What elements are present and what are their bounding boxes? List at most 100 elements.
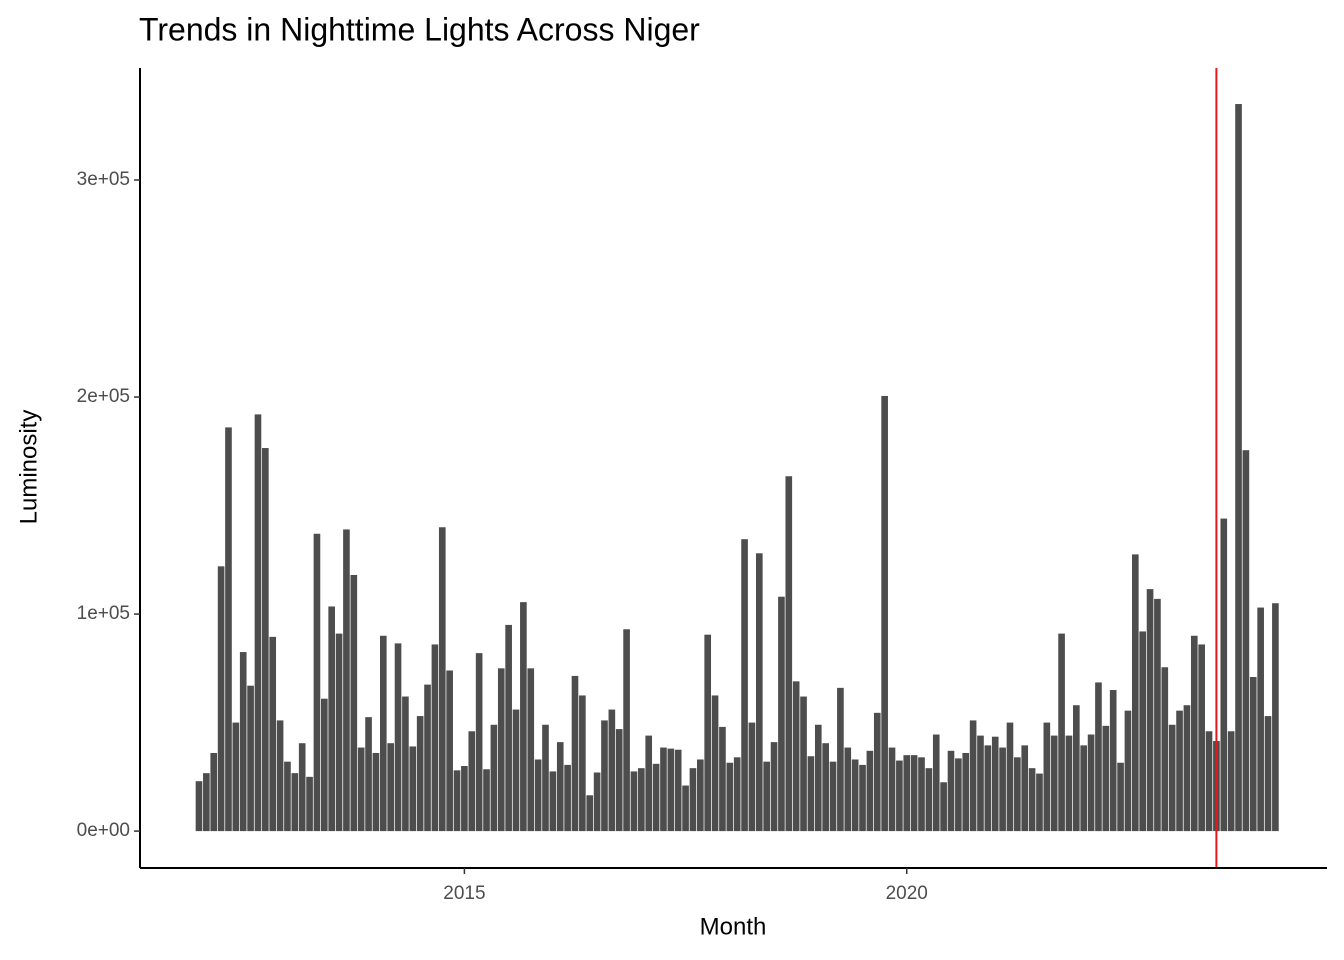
bar <box>1073 705 1080 832</box>
bar <box>630 771 638 832</box>
bar <box>320 698 328 832</box>
bar <box>689 768 697 832</box>
bar <box>453 770 461 832</box>
bar <box>372 752 380 832</box>
bar <box>726 762 734 832</box>
bar <box>999 747 1006 832</box>
bar <box>247 685 254 832</box>
bar <box>579 695 586 832</box>
bar <box>623 629 630 832</box>
bar <box>918 757 925 832</box>
bar <box>468 731 476 832</box>
bar <box>674 749 682 832</box>
bar <box>932 734 940 832</box>
bar <box>431 644 439 832</box>
bar <box>527 668 535 832</box>
bar <box>770 742 778 832</box>
bar <box>763 761 770 832</box>
bar <box>225 427 232 832</box>
bar <box>1058 633 1065 832</box>
bar <box>1235 104 1242 832</box>
bar <box>438 527 446 832</box>
bar <box>291 773 299 832</box>
bar <box>1117 762 1124 832</box>
bar <box>1146 589 1154 832</box>
bar <box>925 768 933 832</box>
bar <box>490 724 498 832</box>
bar <box>394 643 402 832</box>
bar <box>306 776 313 832</box>
bar <box>652 763 660 832</box>
bar <box>1227 731 1235 832</box>
bar <box>1050 735 1058 832</box>
bar <box>1249 677 1257 832</box>
bar <box>866 750 874 832</box>
bar <box>1095 682 1102 832</box>
bar <box>409 746 417 832</box>
bar <box>556 742 564 832</box>
bar <box>343 529 350 832</box>
bar <box>844 747 852 832</box>
bar <box>615 729 623 832</box>
bar <box>313 533 321 832</box>
bar <box>350 574 358 832</box>
x-axis-title: Month <box>700 913 767 940</box>
bar <box>1154 598 1161 832</box>
bar <box>697 759 704 832</box>
bar <box>298 743 306 832</box>
bar <box>1124 710 1132 832</box>
bar <box>955 758 962 832</box>
bar <box>755 553 763 832</box>
bar <box>984 745 992 832</box>
bar <box>704 634 712 832</box>
bar <box>357 747 365 832</box>
bar <box>1014 757 1021 832</box>
bar <box>379 635 387 832</box>
bar <box>534 759 542 832</box>
bar <box>881 395 888 832</box>
bar <box>977 735 984 832</box>
bar <box>896 760 903 832</box>
y-tick-label: 3e+05 <box>77 169 130 190</box>
bar <box>888 747 896 832</box>
bar <box>1176 710 1183 832</box>
bar <box>682 785 689 832</box>
bar <box>785 476 793 832</box>
bar <box>719 726 726 832</box>
bar <box>1109 690 1117 832</box>
bar <box>461 765 468 832</box>
bar <box>822 743 829 832</box>
bar <box>962 752 970 832</box>
bar <box>1080 745 1088 832</box>
bar <box>778 596 785 832</box>
bar <box>1190 635 1198 832</box>
bar <box>210 752 218 832</box>
bar <box>269 636 277 832</box>
bar <box>1087 734 1095 832</box>
bar <box>608 709 616 832</box>
bar <box>1168 724 1176 832</box>
bar <box>1272 603 1279 832</box>
bar <box>416 716 424 832</box>
bar <box>483 769 490 832</box>
bar <box>542 724 549 832</box>
bar <box>903 755 911 832</box>
bar <box>601 720 608 832</box>
bar <box>873 712 881 832</box>
bar <box>947 750 955 832</box>
bar <box>1021 745 1029 832</box>
bar <box>203 773 210 832</box>
bar <box>1220 518 1228 832</box>
bar <box>800 696 807 832</box>
bar <box>1065 735 1073 832</box>
bar <box>1139 631 1147 832</box>
bar <box>593 772 601 832</box>
bar <box>232 722 240 832</box>
bar <box>365 717 372 832</box>
bar <box>969 720 977 832</box>
bar <box>549 771 557 832</box>
bar <box>497 668 505 832</box>
bar <box>571 675 579 832</box>
bar <box>851 759 859 832</box>
x-tick-label: 2015 <box>443 883 485 904</box>
